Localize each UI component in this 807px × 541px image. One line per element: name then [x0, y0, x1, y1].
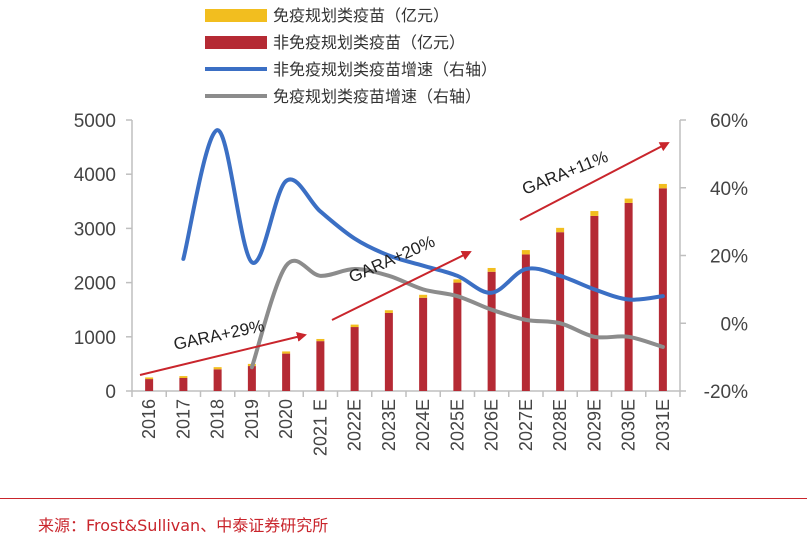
bar-immunization [145, 377, 154, 380]
left-tick-label: 3000 [74, 219, 116, 240]
bar-non-immunization [658, 188, 667, 391]
x-tick-label: 2028E [550, 399, 570, 451]
bar-immunization [590, 211, 599, 216]
source-divider [0, 498, 807, 499]
bar-non-immunization [419, 297, 428, 391]
left-tick-label: 4000 [74, 165, 116, 186]
bar-non-immunization [384, 312, 393, 391]
bar-non-immunization [350, 327, 359, 391]
x-tick-label: 2022E [345, 399, 365, 451]
x-tick-label: 2019 [242, 399, 262, 439]
x-tick-label: 2024E [413, 399, 433, 451]
right-tick-label: 0% [721, 314, 749, 335]
left-tick-label: 1000 [74, 328, 116, 349]
bar-immunization [316, 338, 325, 342]
bar-immunization [658, 183, 667, 189]
bar-non-immunization [179, 377, 188, 391]
growth-arrow [331, 251, 472, 321]
bar-immunization [282, 351, 291, 354]
line-immunization-growth [249, 258, 665, 370]
x-tick-label: 2031E [653, 399, 673, 451]
bar-non-immunization [247, 366, 256, 391]
bar-immunization [350, 324, 359, 328]
line-non-immunization-growth [181, 128, 665, 302]
legend-label: 非免疫规划类疫苗增速（右轴） [273, 60, 497, 79]
bar-non-immunization [145, 379, 154, 391]
bar-non-immunization [213, 369, 222, 391]
x-tick-label: 2018 [208, 399, 228, 439]
bar-non-immunization [590, 215, 599, 391]
vaccine-market-chart: 0 1000 2000 3000 4000 5000 -20% 0% 20% 40% 60% 2016… [74, 6, 749, 456]
bar-non-immunization [487, 271, 496, 391]
right-tick-label: 60% [710, 111, 748, 132]
bar-non-immunization [453, 282, 462, 391]
bar-immunization [521, 250, 530, 255]
x-tick-label: 2023E [379, 399, 399, 451]
legend-swatch [205, 36, 267, 49]
left-tick-label: 2000 [74, 274, 116, 295]
bar-non-immunization [556, 232, 565, 391]
bar-immunization [624, 198, 633, 203]
bar-immunization [487, 267, 496, 272]
left-tick-label: 0 [105, 382, 116, 403]
legend-label: 非免疫规划类疫苗（亿元） [273, 33, 465, 52]
left-tick-label: 5000 [74, 111, 116, 132]
legend-swatch [205, 9, 267, 22]
bar-immunization [419, 294, 428, 298]
bar-non-immunization [282, 353, 291, 391]
bar-immunization [453, 279, 462, 283]
legend-label: 免疫规划类疫苗增速（右轴） [273, 87, 481, 106]
bar-non-immunization [521, 254, 530, 391]
bar-non-immunization [316, 341, 325, 391]
x-tick-label: 2016 [139, 399, 159, 439]
bar-immunization [213, 367, 222, 370]
bar-non-immunization [624, 202, 633, 391]
x-tick-label: 2020 [276, 399, 296, 439]
bar-immunization [556, 227, 565, 233]
source-note: 来源：Frost&Sullivan、中泰证券研究所 [38, 516, 329, 535]
bar-immunization [384, 310, 393, 313]
right-tick-label: 40% [710, 179, 748, 200]
right-tick-label: 20% [710, 247, 748, 268]
x-tick-label: 2030E [619, 399, 639, 451]
x-tick-label: 2029E [584, 399, 604, 451]
x-tick-label: 2017 [173, 399, 193, 439]
growth-arrow [139, 332, 307, 376]
growth-arrow [519, 142, 670, 221]
right-tick-label: -20% [704, 382, 748, 403]
growth-annotation: GARA+11% [519, 147, 610, 199]
legend-label: 免疫规划类疫苗（亿元） [273, 6, 449, 25]
x-tick-label: 2025E [447, 399, 467, 451]
x-tick-label: 2026E [482, 399, 502, 451]
x-tick-label: 2021 E [310, 399, 330, 456]
x-tick-label: 2027E [516, 399, 536, 451]
bar-immunization [179, 376, 188, 378]
